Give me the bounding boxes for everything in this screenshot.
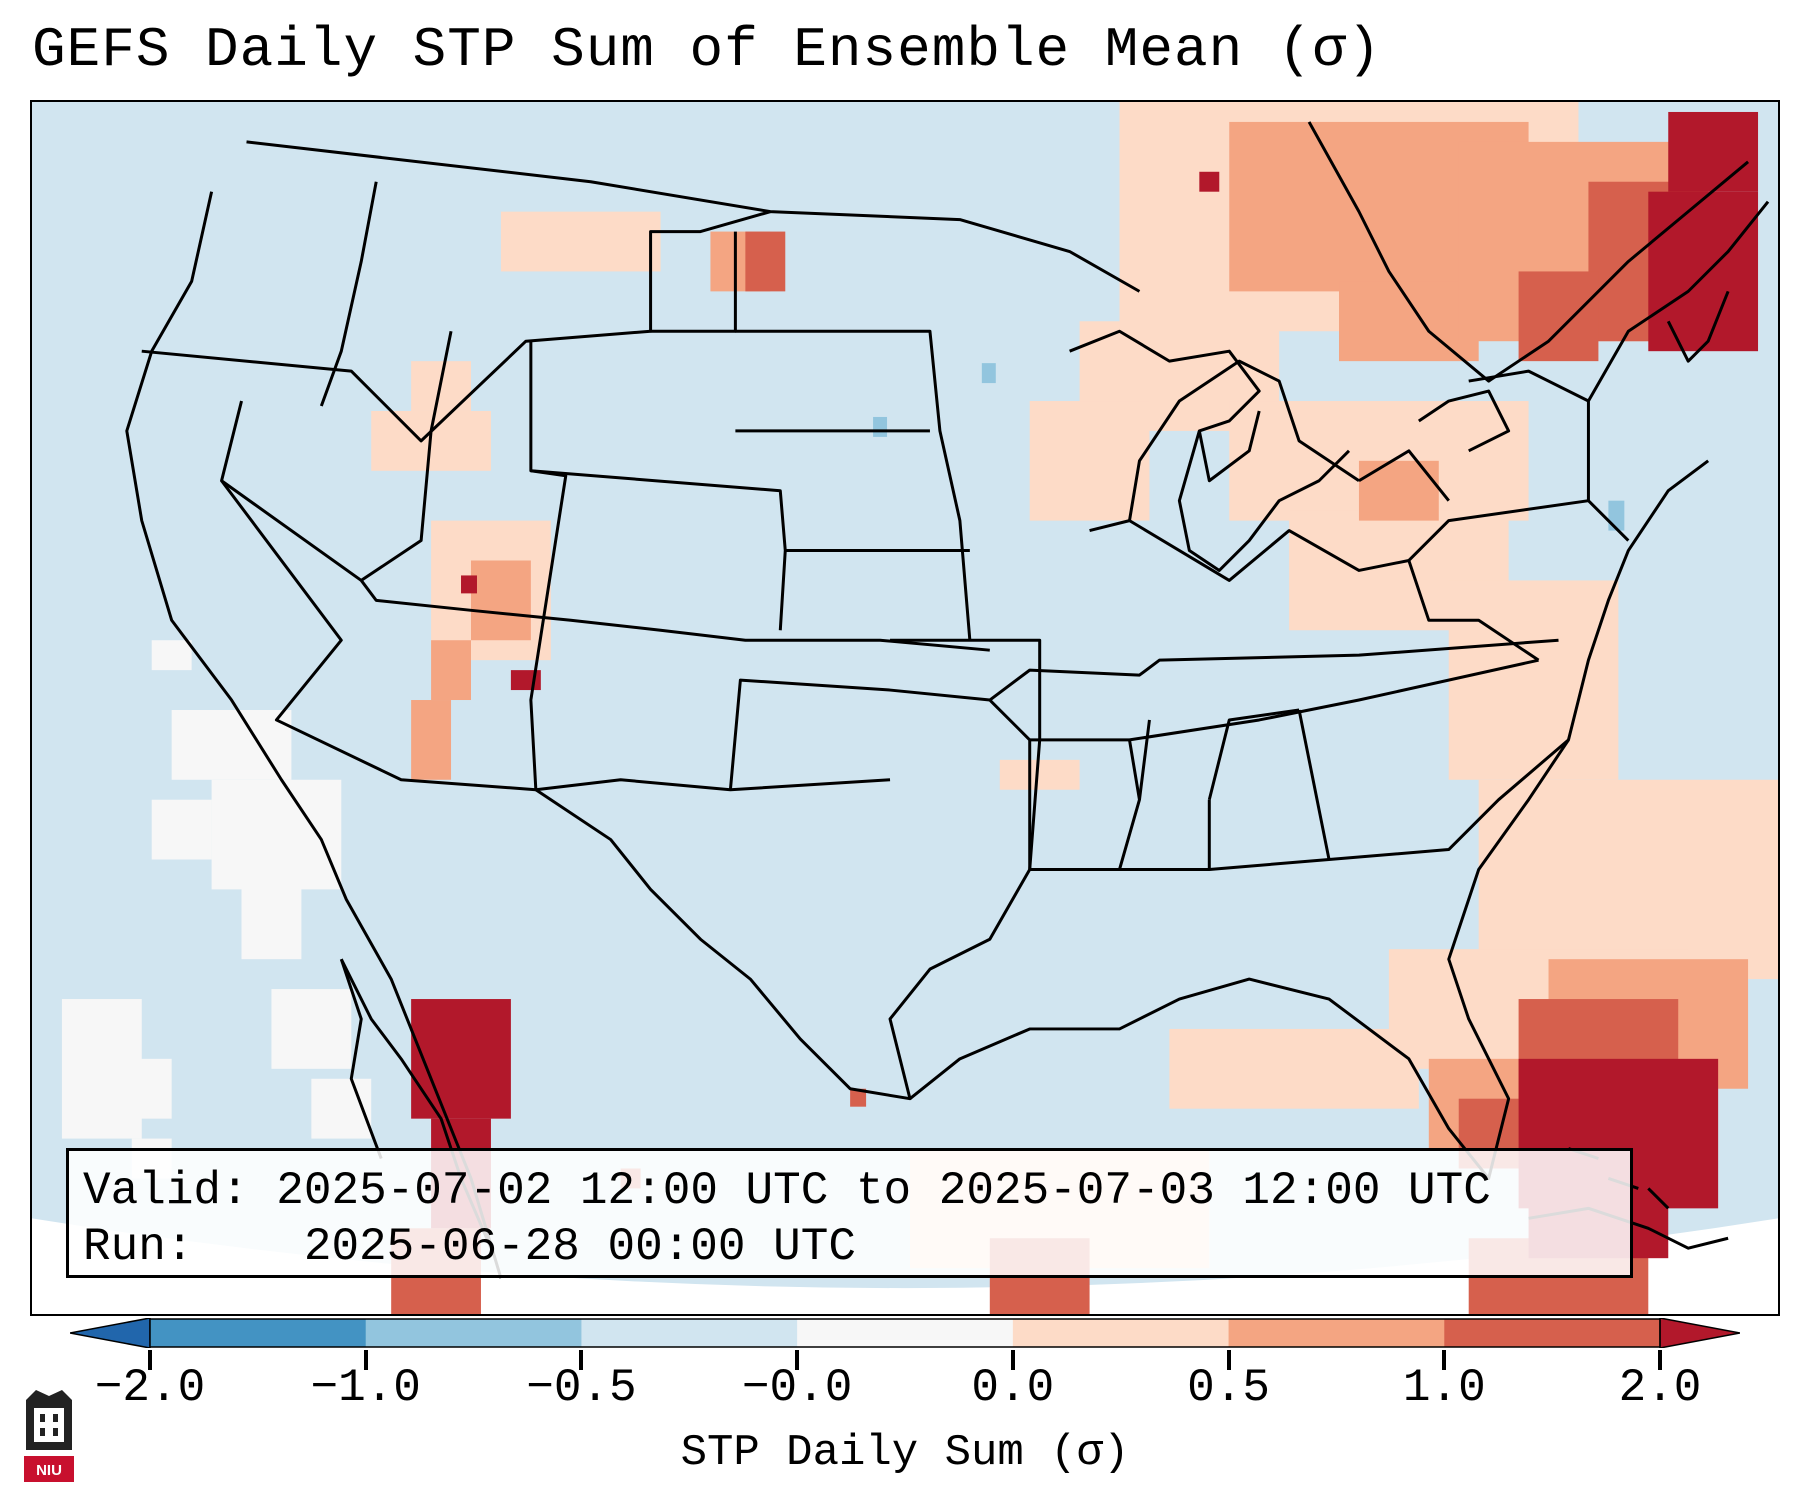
map-panel bbox=[30, 100, 1780, 1316]
colorbar-segments bbox=[150, 1319, 1661, 1347]
run-value: 2025-06-28 00:00 UTC bbox=[303, 1221, 856, 1273]
colorbar-tick bbox=[1226, 1350, 1231, 1370]
colorbar-tick-label: 0.5 bbox=[1187, 1362, 1270, 1414]
colorbar-tick-label: 0.0 bbox=[971, 1362, 1055, 1414]
valid-value: 2025-07-02 12:00 UTC to 2025-07-03 12:00… bbox=[276, 1165, 1491, 1217]
run-time-line: Run: 2025-06-28 00:00 UTC bbox=[83, 1219, 1616, 1275]
colorbar-segment bbox=[1012, 1319, 1230, 1347]
colorbar-tick-label: −0.0 bbox=[741, 1362, 853, 1414]
colorbar bbox=[70, 1318, 1740, 1348]
us-canada-border bbox=[246, 140, 1141, 293]
colorbar-extend-low bbox=[70, 1318, 151, 1348]
state-borders bbox=[125, 121, 1770, 1279]
chart-title: GEFS Daily STP Sum of Ensemble Mean (σ) bbox=[32, 18, 1382, 82]
valid-label: Valid: bbox=[83, 1165, 249, 1217]
colorbar-tick-label: −2.0 bbox=[94, 1362, 206, 1414]
colorbar-segment bbox=[1228, 1319, 1445, 1347]
colorbar-tick bbox=[1442, 1350, 1447, 1370]
colorbar-title: STP Daily Sum (σ) bbox=[680, 1428, 1130, 1478]
run-label: Run: bbox=[83, 1221, 194, 1273]
colorbar-segment bbox=[581, 1319, 798, 1347]
colorbar-segment bbox=[1444, 1319, 1661, 1347]
colorbar-tick bbox=[795, 1350, 800, 1370]
texas-outline bbox=[535, 678, 1032, 1101]
valid-run-info-box: Valid: 2025-07-02 12:00 UTC to 2025-07-0… bbox=[66, 1148, 1633, 1278]
colorbar-segment bbox=[150, 1319, 367, 1347]
canada-quebec bbox=[1307, 121, 1750, 383]
colorbar-tick bbox=[1658, 1350, 1662, 1370]
great-lakes bbox=[1069, 329, 1351, 572]
colorbar-segment bbox=[365, 1319, 582, 1347]
colorbar-tick bbox=[1010, 1350, 1015, 1370]
colorbar-tick bbox=[579, 1350, 584, 1370]
colorbar-segment bbox=[797, 1319, 1014, 1347]
colorbar-tick-label: −1.0 bbox=[310, 1362, 421, 1414]
niu-logo bbox=[24, 1390, 74, 1482]
colorbar-tick-label: 1.0 bbox=[1402, 1362, 1486, 1414]
pacific-coast bbox=[125, 191, 503, 1279]
gulf-coast bbox=[909, 459, 1710, 1180]
colorbar-extend-high bbox=[1659, 1318, 1740, 1348]
colorbar-tick bbox=[148, 1350, 152, 1370]
valid-time-line: Valid: 2025-07-02 12:00 UTC to 2025-07-0… bbox=[83, 1163, 1616, 1219]
colorbar-tick-label: −0.5 bbox=[526, 1362, 637, 1414]
west-states bbox=[141, 210, 771, 443]
neutral-pacific-patches bbox=[61, 640, 372, 1179]
niu-logo-text: NIU bbox=[36, 1462, 62, 1479]
colorbar-tick-label: 2.0 bbox=[1618, 1362, 1702, 1414]
map-canvas bbox=[32, 102, 1778, 1314]
colorbar-tick bbox=[363, 1350, 368, 1370]
